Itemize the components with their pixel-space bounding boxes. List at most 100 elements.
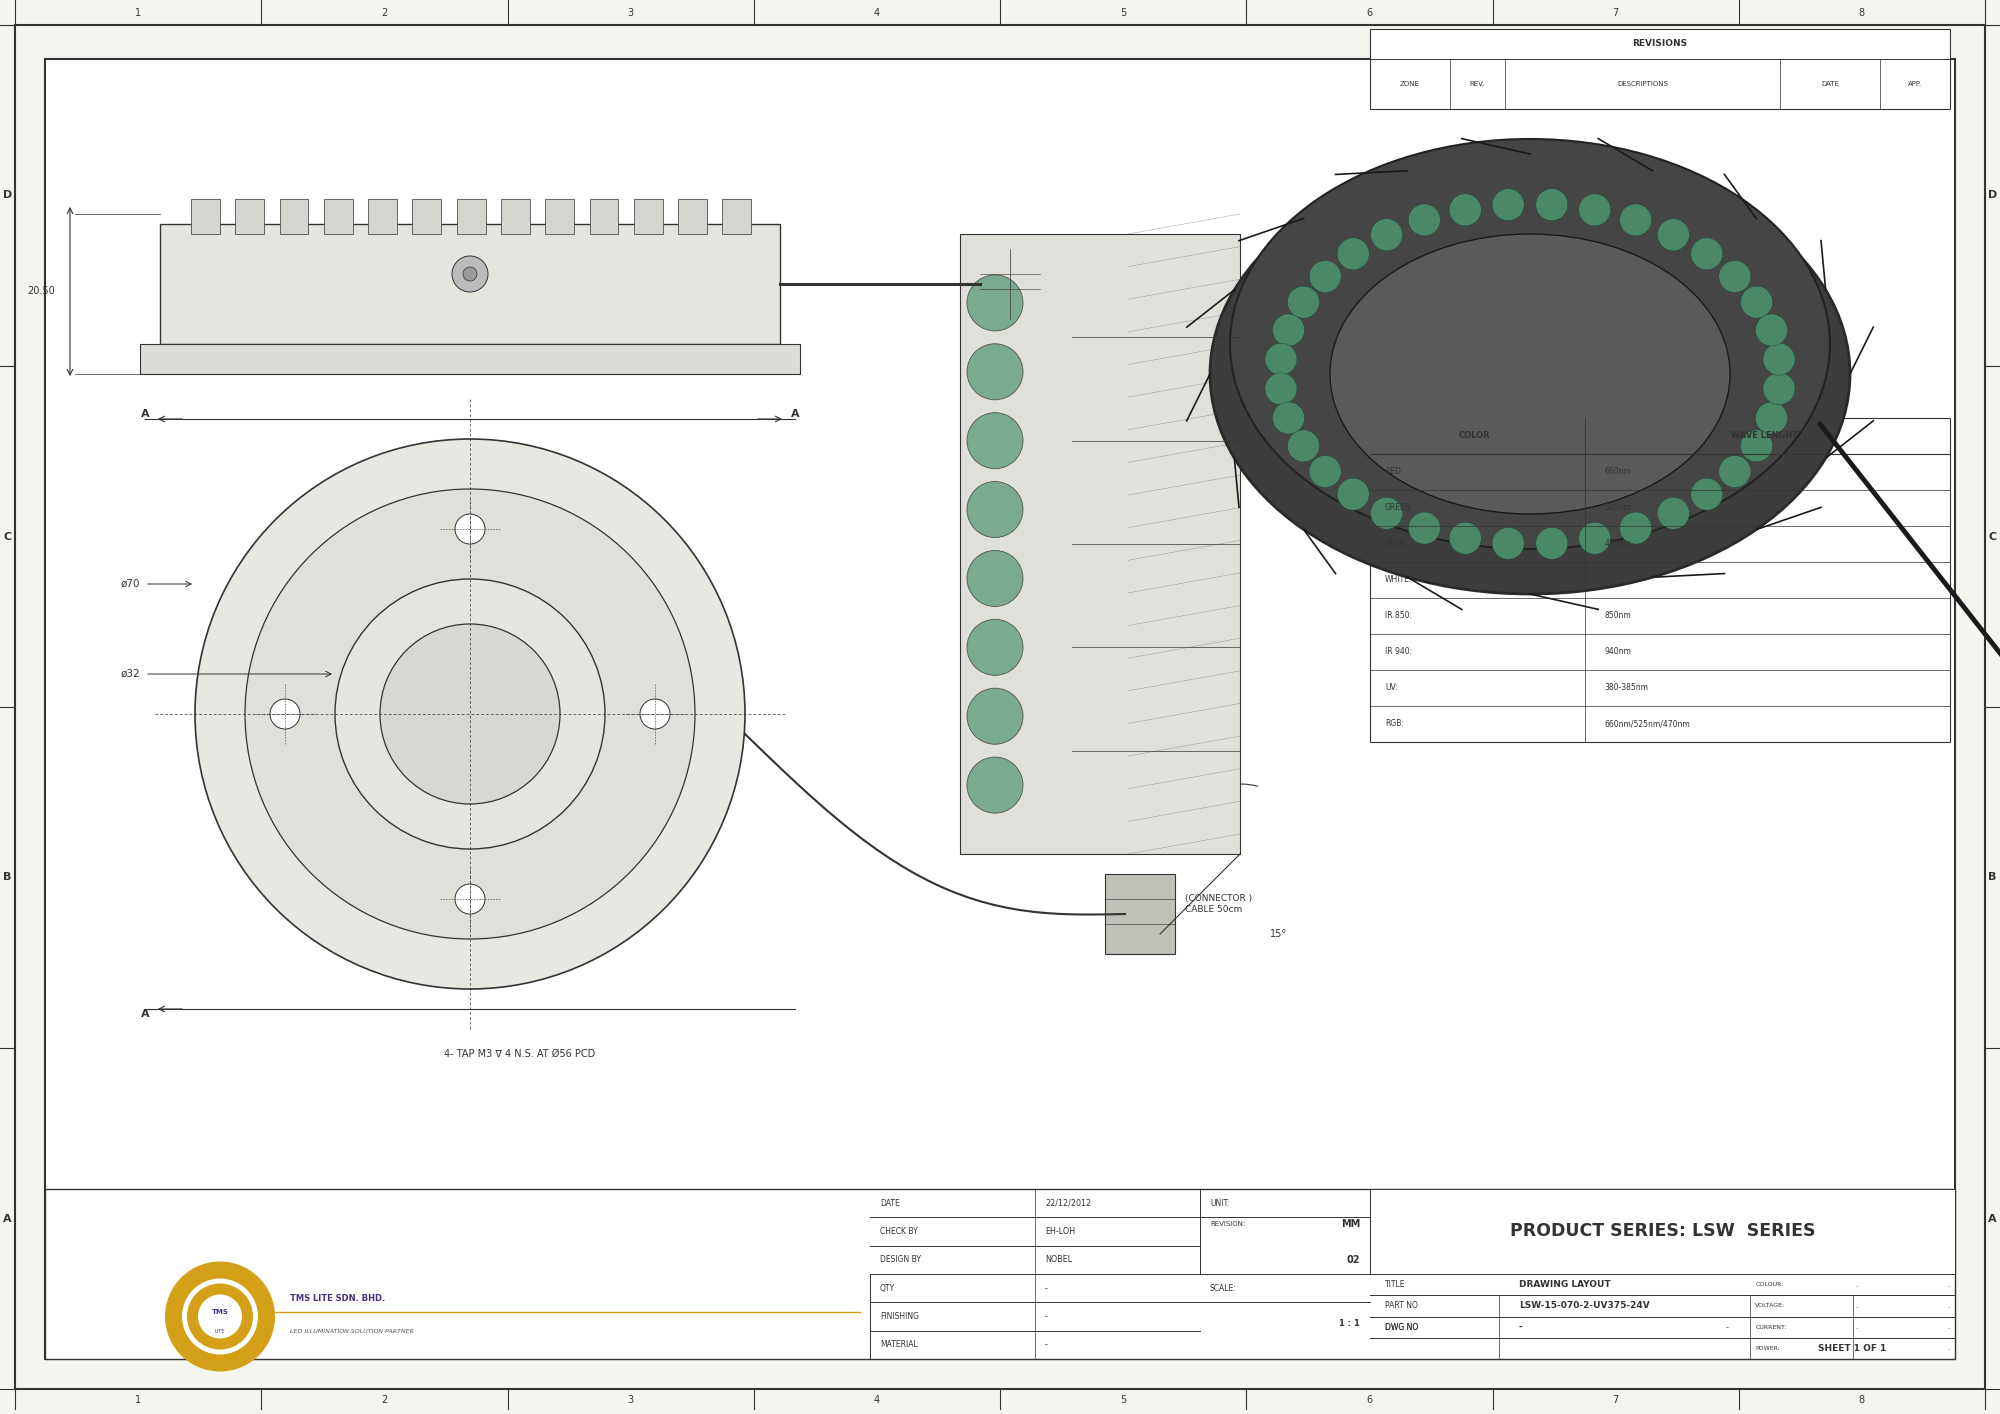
Text: POWER:: POWER: bbox=[1756, 1346, 1780, 1350]
Text: .: . bbox=[1856, 1302, 1858, 1309]
Text: -: - bbox=[1726, 1322, 1728, 1332]
Text: (CONNECTOR )
CABLE 50cm: (CONNECTOR ) CABLE 50cm bbox=[1184, 894, 1252, 913]
Text: A: A bbox=[1988, 1213, 1996, 1223]
Circle shape bbox=[182, 1278, 258, 1355]
Circle shape bbox=[968, 550, 1024, 607]
Text: UNIT:: UNIT: bbox=[1210, 1199, 1230, 1208]
Text: LED ILLUMINATION SOLUTION PARTNER: LED ILLUMINATION SOLUTION PARTNER bbox=[290, 1329, 414, 1333]
Text: 850nm: 850nm bbox=[1604, 611, 1632, 621]
Circle shape bbox=[968, 344, 1024, 400]
Text: LITE: LITE bbox=[214, 1329, 226, 1333]
Text: 470nm: 470nm bbox=[1604, 540, 1632, 549]
Text: .: . bbox=[1856, 1345, 1858, 1352]
Text: .: . bbox=[1948, 1281, 1950, 1288]
Text: LSW-15-070-2-UV375-24V: LSW-15-070-2-UV375-24V bbox=[1518, 1301, 1650, 1311]
Circle shape bbox=[1310, 260, 1342, 293]
Text: .: . bbox=[1856, 1324, 1858, 1331]
Text: WAVE LENGHT: WAVE LENGHT bbox=[1730, 431, 1798, 441]
Circle shape bbox=[1288, 286, 1320, 318]
Circle shape bbox=[188, 1284, 254, 1349]
Bar bbox=[160, 223, 780, 344]
Text: 20.50: 20.50 bbox=[28, 287, 56, 297]
Bar bbox=[722, 199, 752, 233]
Text: WHITE:: WHITE: bbox=[1384, 575, 1412, 584]
Circle shape bbox=[246, 489, 696, 939]
Text: D: D bbox=[2, 191, 12, 201]
Bar bbox=[590, 199, 618, 233]
Text: PART NO: PART NO bbox=[1384, 1301, 1418, 1311]
Circle shape bbox=[196, 438, 746, 988]
Text: 2: 2 bbox=[382, 1396, 388, 1406]
Circle shape bbox=[968, 756, 1024, 813]
Circle shape bbox=[1718, 455, 1750, 488]
Text: GREEN:: GREEN: bbox=[1384, 503, 1414, 512]
Circle shape bbox=[1756, 314, 1788, 346]
Circle shape bbox=[456, 515, 486, 544]
Circle shape bbox=[1620, 204, 1652, 236]
Circle shape bbox=[1740, 430, 1772, 462]
Text: B: B bbox=[4, 872, 12, 882]
Text: DATE: DATE bbox=[1820, 81, 1840, 88]
Text: DRAWING LAYOUT: DRAWING LAYOUT bbox=[1518, 1280, 1610, 1290]
Text: -: - bbox=[1518, 1322, 1522, 1332]
Text: 1: 1 bbox=[136, 8, 142, 18]
Text: .: . bbox=[1948, 1324, 1950, 1331]
Text: 6: 6 bbox=[1366, 1396, 1372, 1406]
Text: RED:: RED: bbox=[1384, 468, 1404, 477]
Circle shape bbox=[198, 1294, 242, 1339]
Text: 7: 7 bbox=[1612, 1396, 1618, 1406]
Circle shape bbox=[380, 624, 560, 805]
Circle shape bbox=[1690, 478, 1722, 510]
Text: ø32: ø32 bbox=[120, 669, 140, 679]
Text: A: A bbox=[4, 1213, 12, 1223]
Circle shape bbox=[1756, 402, 1788, 434]
Circle shape bbox=[166, 1261, 276, 1372]
Text: IR 940:: IR 940: bbox=[1384, 648, 1412, 656]
Circle shape bbox=[1536, 188, 1568, 221]
Circle shape bbox=[456, 884, 486, 913]
Text: -: - bbox=[1044, 1340, 1048, 1349]
Circle shape bbox=[1408, 204, 1440, 236]
Circle shape bbox=[1578, 194, 1610, 226]
Text: A: A bbox=[140, 1010, 150, 1019]
Text: RGB:: RGB: bbox=[1384, 720, 1404, 728]
Circle shape bbox=[968, 482, 1024, 537]
Ellipse shape bbox=[1230, 139, 1830, 549]
Text: 660nm/525nm/470nm: 660nm/525nm/470nm bbox=[1604, 720, 1690, 728]
Text: .: . bbox=[1948, 1302, 1950, 1309]
Bar bbox=[280, 199, 308, 233]
Text: FINISHING: FINISHING bbox=[880, 1312, 920, 1321]
Text: COLOUR:: COLOUR: bbox=[1756, 1282, 1784, 1287]
Text: 380-385nm: 380-385nm bbox=[1604, 683, 1648, 693]
Text: C: C bbox=[4, 532, 12, 542]
Bar bbox=[1370, 419, 1950, 742]
Circle shape bbox=[968, 413, 1024, 468]
Bar bbox=[456, 199, 486, 233]
Circle shape bbox=[270, 699, 300, 730]
Text: 22/12/2012: 22/12/2012 bbox=[1044, 1199, 1092, 1208]
Circle shape bbox=[1764, 344, 1796, 375]
Bar bbox=[678, 199, 706, 233]
Text: ø70: ø70 bbox=[120, 578, 140, 590]
Text: 1: 1 bbox=[136, 1396, 142, 1406]
Text: DATE: DATE bbox=[880, 1199, 900, 1208]
Circle shape bbox=[1690, 238, 1722, 270]
Text: 3: 3 bbox=[628, 1396, 634, 1406]
Circle shape bbox=[1658, 498, 1690, 529]
Bar bbox=[1370, 30, 1950, 109]
Text: UV:: UV: bbox=[1384, 683, 1398, 693]
Circle shape bbox=[968, 689, 1024, 744]
Text: REVISIONS: REVISIONS bbox=[1632, 40, 1688, 48]
Circle shape bbox=[1310, 455, 1342, 488]
Bar bbox=[1370, 1189, 1956, 1274]
Text: TMS LITE SDN. BHD.: TMS LITE SDN. BHD. bbox=[290, 1294, 386, 1302]
Circle shape bbox=[1338, 478, 1370, 510]
Text: SHEET 1 OF 1: SHEET 1 OF 1 bbox=[1818, 1343, 1886, 1353]
Text: 3: 3 bbox=[628, 8, 634, 18]
Text: QTY: QTY bbox=[880, 1284, 896, 1292]
Text: CHECK BY: CHECK BY bbox=[880, 1227, 918, 1236]
Text: DESIGN BY: DESIGN BY bbox=[880, 1256, 922, 1264]
Text: 4: 4 bbox=[874, 1396, 880, 1406]
Circle shape bbox=[1264, 373, 1296, 404]
Text: 8: 8 bbox=[1858, 8, 1864, 18]
